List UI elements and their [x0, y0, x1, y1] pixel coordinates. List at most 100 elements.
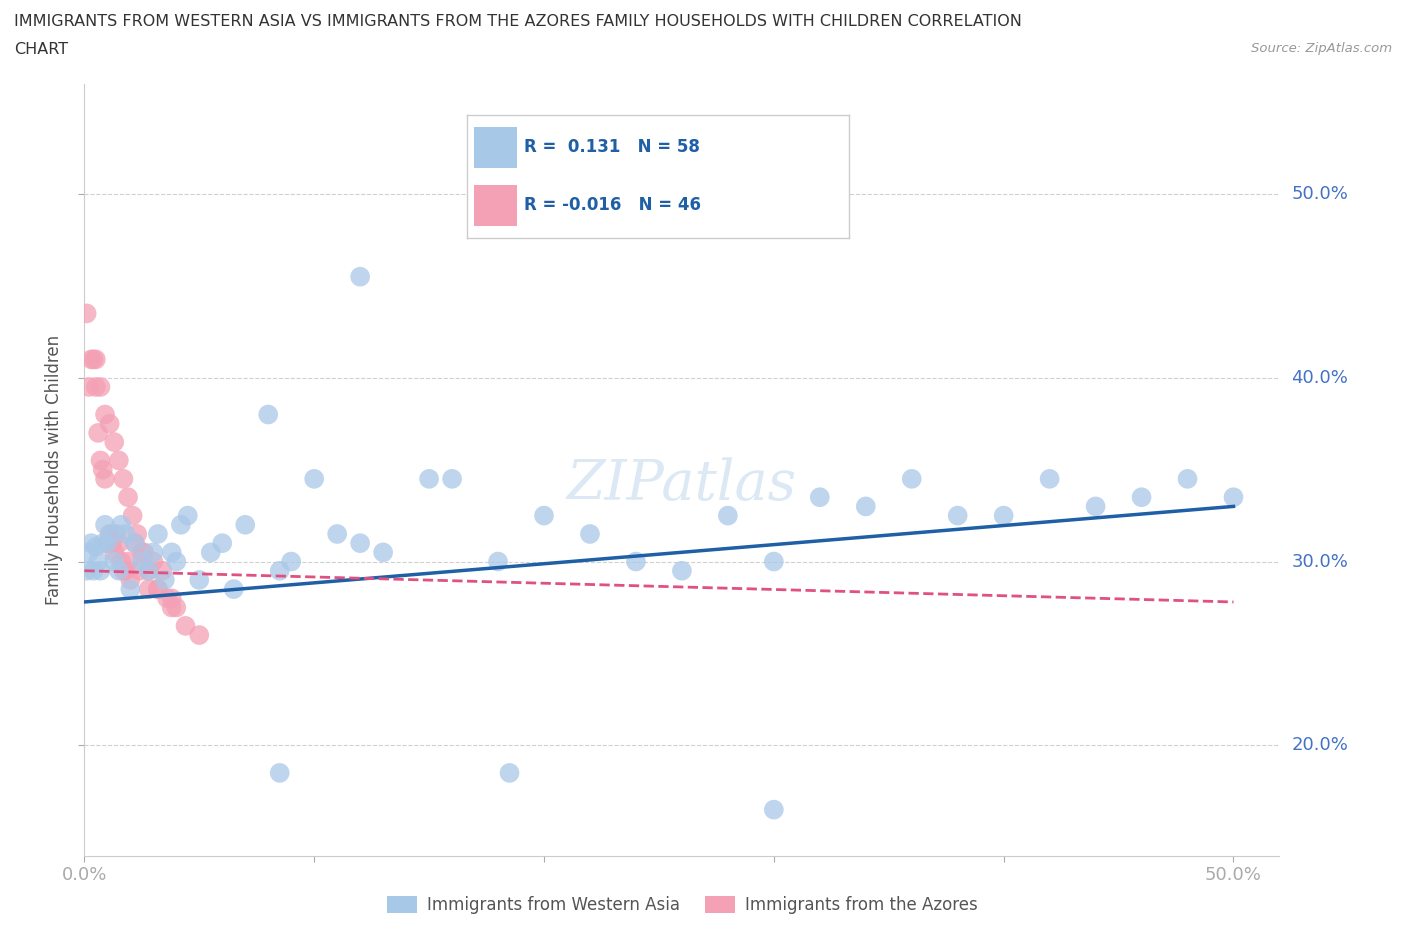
Point — [160, 600, 183, 615]
Point — [138, 564, 160, 578]
Point — [138, 564, 160, 578]
Point — [269, 564, 291, 578]
Point — [83, 352, 105, 366]
Text: ZIPatlas: ZIPatlas — [567, 458, 797, 512]
Point — [77, 379, 100, 394]
Point — [77, 545, 100, 560]
Point — [1222, 490, 1244, 505]
Point — [103, 434, 125, 449]
Point — [120, 581, 142, 596]
Point — [89, 453, 111, 468]
Point — [96, 536, 118, 551]
Point — [498, 765, 520, 780]
Point — [89, 564, 111, 578]
Point — [110, 554, 132, 569]
Point — [900, 472, 922, 486]
Point — [165, 600, 187, 615]
Text: 30.0%: 30.0% — [1291, 552, 1348, 570]
Point — [1039, 472, 1062, 486]
Point — [91, 536, 114, 551]
Point — [131, 545, 153, 560]
Text: 40.0%: 40.0% — [1291, 369, 1348, 387]
Point — [486, 554, 509, 569]
Point — [108, 564, 131, 578]
Point — [1130, 490, 1153, 505]
Point — [160, 591, 183, 605]
Point — [80, 352, 103, 366]
Point — [762, 554, 785, 569]
Y-axis label: Family Households with Children: Family Households with Children — [45, 335, 63, 604]
Point — [671, 564, 693, 578]
Point — [371, 545, 394, 560]
Point — [200, 545, 222, 560]
Point — [222, 581, 245, 596]
Point — [87, 425, 110, 440]
Point — [127, 526, 149, 541]
Point — [103, 554, 125, 569]
Point — [418, 472, 440, 486]
Point — [112, 564, 135, 578]
Point — [117, 490, 139, 505]
Point — [1084, 499, 1107, 514]
Point — [94, 472, 117, 486]
Point — [98, 526, 121, 541]
Point — [98, 417, 121, 432]
Point — [441, 472, 464, 486]
Point — [83, 564, 105, 578]
Text: CHART: CHART — [14, 42, 67, 57]
Text: 20.0%: 20.0% — [1291, 737, 1348, 754]
Point — [142, 554, 165, 569]
Point — [156, 591, 179, 605]
Point — [257, 407, 280, 422]
Point — [128, 564, 150, 578]
Point — [174, 618, 197, 633]
Point — [114, 564, 136, 578]
Point — [96, 536, 118, 551]
Point — [146, 581, 169, 596]
Point — [280, 554, 302, 569]
Point — [717, 508, 740, 523]
Point — [101, 536, 124, 551]
Point — [349, 536, 371, 551]
Point — [188, 573, 211, 588]
Point — [76, 306, 98, 321]
Point — [146, 526, 169, 541]
Point — [326, 526, 349, 541]
Point — [108, 453, 131, 468]
Point — [84, 379, 107, 394]
Point — [993, 508, 1015, 523]
Point — [101, 526, 124, 541]
Point — [177, 508, 200, 523]
Point — [946, 508, 969, 523]
Legend: Immigrants from Western Asia, Immigrants from the Azores: Immigrants from Western Asia, Immigrants… — [380, 889, 984, 921]
Point — [211, 536, 233, 551]
Text: Source: ZipAtlas.com: Source: ZipAtlas.com — [1251, 42, 1392, 55]
Point — [233, 517, 256, 532]
Point — [302, 472, 325, 486]
Point — [533, 508, 555, 523]
Point — [808, 490, 831, 505]
Point — [103, 545, 125, 560]
Text: 50.0%: 50.0% — [1291, 185, 1348, 203]
Text: IMMIGRANTS FROM WESTERN ASIA VS IMMIGRANTS FROM THE AZORES FAMILY HOUSEHOLDS WIT: IMMIGRANTS FROM WESTERN ASIA VS IMMIGRAN… — [14, 14, 1022, 29]
Point — [121, 508, 143, 523]
Point — [117, 554, 139, 569]
Point — [84, 352, 107, 366]
Point — [142, 545, 165, 560]
Point — [132, 545, 155, 560]
Point — [94, 517, 117, 532]
Point — [114, 526, 136, 541]
Point — [87, 554, 110, 569]
Point — [89, 379, 111, 394]
Point — [138, 581, 160, 596]
Point — [110, 517, 132, 532]
Point — [855, 499, 877, 514]
Point — [84, 539, 107, 554]
Point — [160, 545, 183, 560]
Point — [152, 564, 174, 578]
Point — [131, 554, 153, 569]
Point — [146, 581, 169, 596]
Point — [124, 536, 146, 551]
Point — [94, 407, 117, 422]
Point — [108, 536, 131, 551]
